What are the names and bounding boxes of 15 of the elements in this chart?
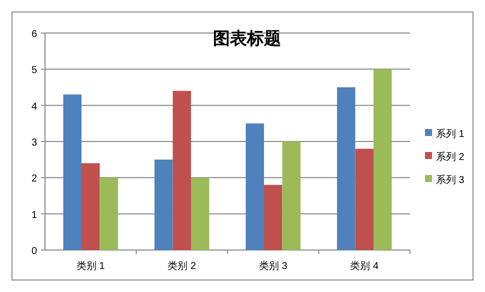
xtick: 类别 2 [168,261,196,272]
ytick: 6 [31,29,37,40]
ytick: 0 [31,246,37,257]
xtick: 类别 4 [350,261,379,272]
title: 图表标题 [213,29,281,48]
legend-label: 系列 1 [436,129,464,140]
ytick: 1 [31,210,37,221]
legend-label: 系列 2 [436,152,464,163]
xtick: 类别 1 [76,261,105,272]
ytick: 3 [31,138,37,148]
legend-label: 系列 3 [436,175,464,186]
xtick: 类别 3 [258,261,288,272]
ytick: 4 [31,101,37,112]
ytick: 5 [31,65,37,76]
ytick: 2 [31,174,37,185]
